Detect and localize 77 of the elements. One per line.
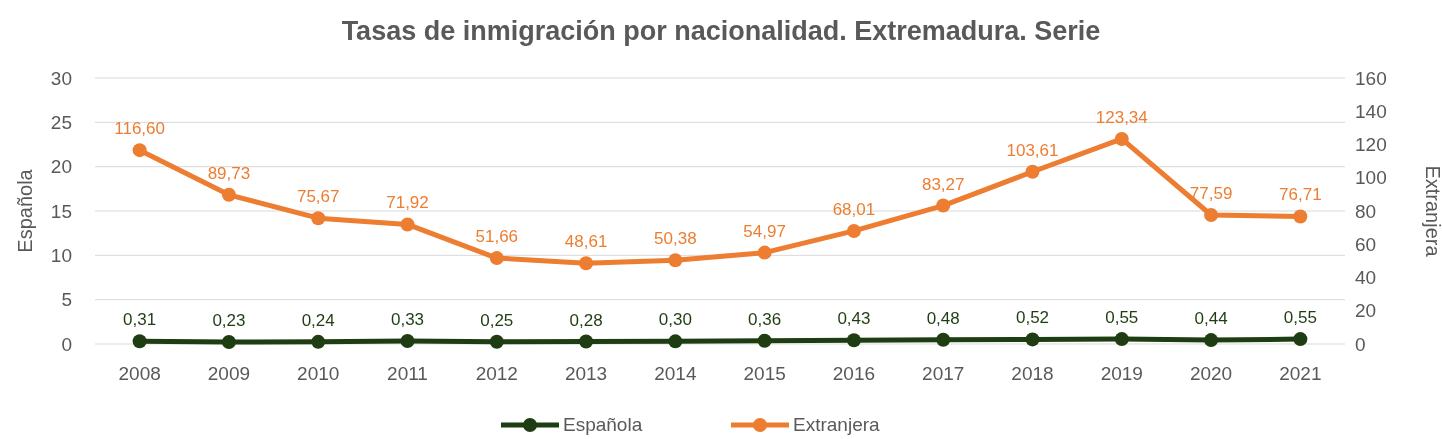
point — [668, 253, 683, 268]
x-tick-label: 2016 — [832, 363, 876, 384]
point — [489, 251, 504, 266]
y-tick-label: 5 — [61, 289, 72, 311]
data-label: 71,92 — [386, 193, 429, 213]
data-label: 48,61 — [564, 232, 608, 252]
data-label: 103,61 — [1006, 140, 1059, 160]
point — [132, 143, 147, 158]
point — [311, 211, 326, 226]
data-label: 83,27 — [921, 174, 965, 194]
data-label: 0,43 — [837, 309, 871, 329]
point — [1204, 208, 1219, 223]
data-label: 68,01 — [832, 199, 876, 219]
legend-label: Española — [563, 414, 643, 435]
legend-label: Extranjera — [793, 414, 881, 435]
data-label: 0,36 — [748, 309, 782, 329]
data-label: 54,97 — [743, 221, 786, 241]
data-label: 0,44 — [1194, 309, 1228, 329]
y-axis-title: Española — [14, 168, 36, 253]
x-tick-label: 2021 — [1279, 363, 1322, 384]
data-label: 0,24 — [301, 310, 335, 330]
point — [936, 198, 951, 213]
x-tick-label: 2012 — [475, 363, 518, 384]
data-label: 0,48 — [926, 308, 960, 328]
y2-tick-label: 100 — [1355, 167, 1387, 189]
y2-tick-label: 80 — [1355, 200, 1377, 222]
y2-tick-label: 120 — [1355, 134, 1387, 156]
y-tick-label: 25 — [50, 111, 72, 133]
y2-axis-title: Extranjera — [1422, 165, 1442, 258]
point — [1025, 164, 1040, 179]
y-tick-label: 30 — [50, 67, 72, 89]
point — [221, 187, 236, 202]
x-tick-label: 2009 — [207, 363, 251, 384]
data-label: 50,38 — [654, 229, 697, 249]
x-tick-label: 2020 — [1189, 363, 1233, 384]
y-tick-label: 0 — [61, 333, 72, 355]
x-tick-label: 2008 — [118, 363, 161, 384]
x-tick-label: 2015 — [743, 363, 786, 384]
data-label: 0,28 — [569, 310, 603, 330]
x-tick-label: 2011 — [387, 363, 428, 384]
x-tick-label: 2019 — [1100, 363, 1143, 384]
point — [400, 217, 415, 232]
y-tick-label: 20 — [50, 156, 72, 178]
y2-tick-label: 160 — [1355, 67, 1387, 89]
chart-title: Tasas de inmigración por nacionalidad. Extremadura. Serie — [341, 16, 1101, 46]
y-tick-label: 10 — [50, 244, 72, 266]
data-label: 0,25 — [480, 310, 514, 330]
x-tick-label: 2010 — [297, 363, 340, 384]
point — [1114, 131, 1129, 146]
y2-tick-label: 40 — [1355, 267, 1377, 289]
x-tick-label: 2018 — [1011, 363, 1054, 384]
x-tick-label: 2014 — [654, 363, 697, 384]
data-label: 0,31 — [123, 310, 157, 330]
y2-tick-label: 60 — [1355, 233, 1377, 255]
point — [1293, 209, 1308, 224]
data-label: 0,55 — [1283, 308, 1317, 328]
data-label: 0,52 — [1015, 308, 1050, 328]
data-label: 75,67 — [296, 187, 340, 207]
data-label: 77,59 — [1189, 184, 1233, 204]
data-label: 51,66 — [475, 227, 519, 247]
data-label: 0,55 — [1105, 308, 1139, 328]
point — [579, 256, 594, 271]
y2-tick-label: 140 — [1355, 100, 1387, 122]
x-tick-label: 2013 — [564, 363, 608, 384]
y-tick-label: 15 — [50, 200, 72, 222]
y2-tick-label: 20 — [1355, 300, 1377, 322]
data-label: 0,33 — [390, 310, 425, 330]
data-label: 0,23 — [212, 310, 246, 330]
point — [757, 245, 772, 260]
data-label: 89,73 — [207, 163, 251, 183]
point — [846, 223, 861, 238]
data-label: 76,71 — [1279, 185, 1322, 205]
x-tick-label: 2017 — [922, 363, 965, 384]
y2-tick-label: 0 — [1355, 333, 1366, 355]
data-label: 0,30 — [658, 310, 692, 330]
data-label: 116,60 — [114, 119, 166, 139]
data-label: 123,34 — [1095, 107, 1148, 127]
